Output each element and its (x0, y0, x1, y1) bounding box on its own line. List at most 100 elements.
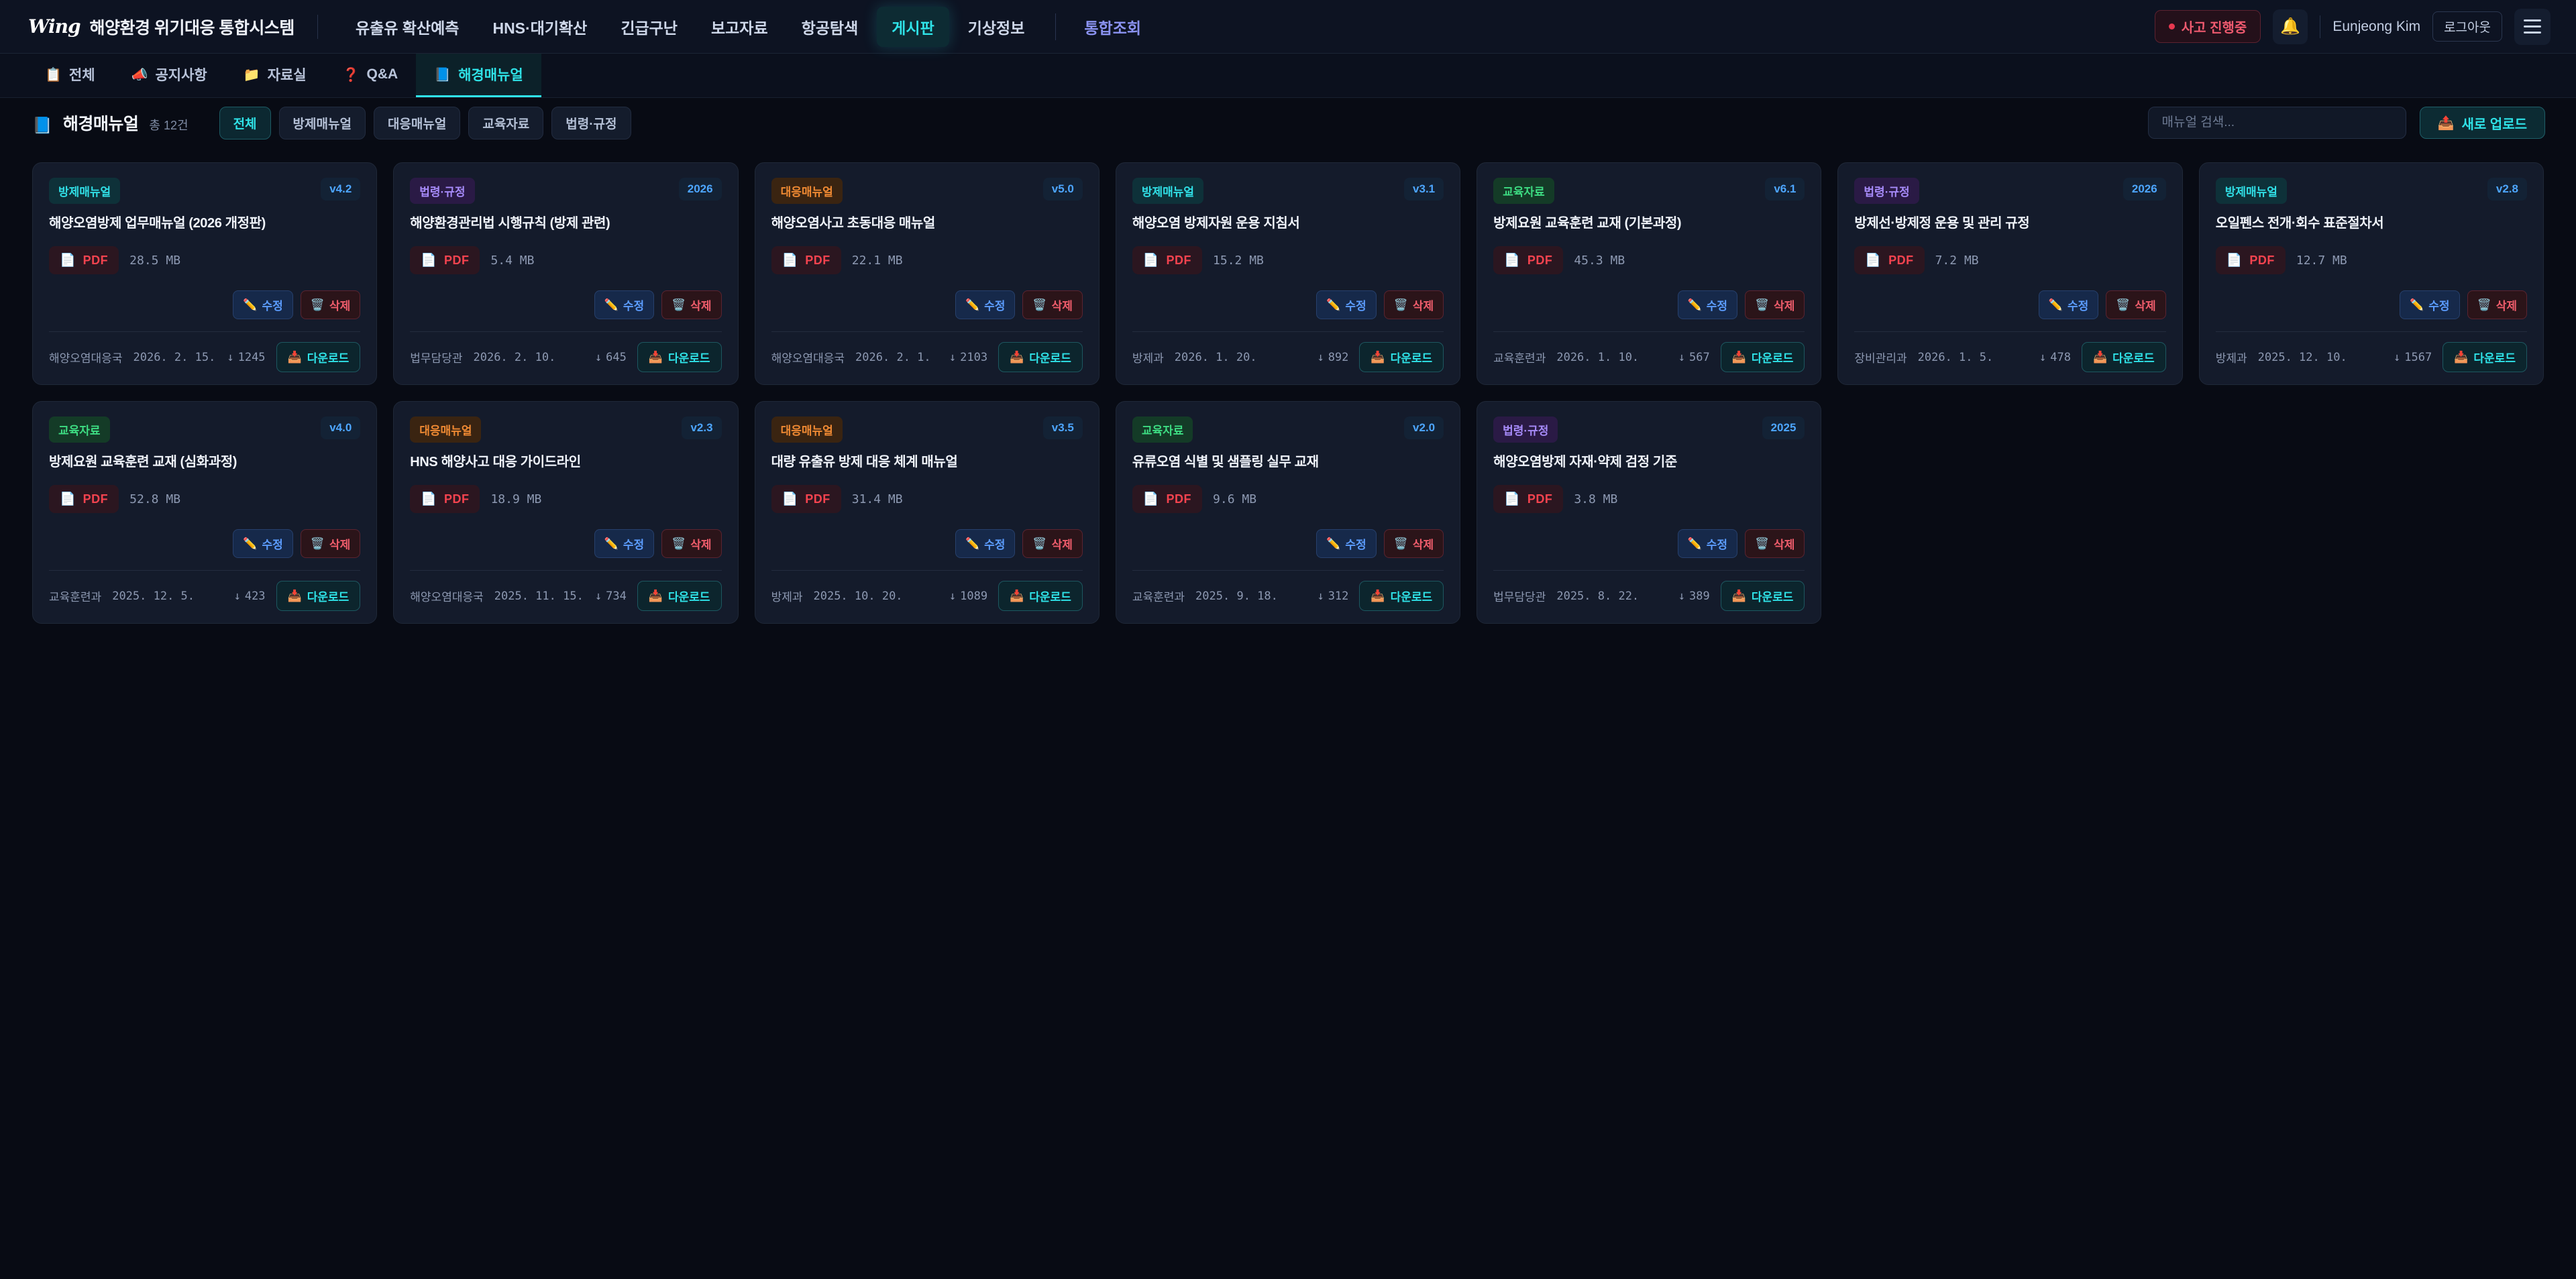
new-upload-button[interactable]: 📤 새로 업로드 (2419, 107, 2545, 139)
download-button[interactable]: 📥 다운로드 (998, 581, 1083, 611)
manual-card[interactable]: 대응매뉴얼 v3.5 대량 유출유 방제 대응 체계 매뉴얼 📄 PDF 31.… (754, 401, 1099, 624)
nav-item-weather[interactable]: 기상정보 (967, 19, 1025, 37)
download-icon: 📥 (1371, 589, 1385, 602)
file-icon: 📄 (2226, 254, 2243, 268)
delete-button[interactable]: 🗑️ 삭제 (1744, 529, 1805, 558)
file-icon: 📄 (782, 492, 798, 506)
category-badge: 법령·규정 (410, 178, 475, 204)
edit-button[interactable]: ✏️ 수정 (233, 290, 293, 319)
manual-card[interactable]: 방제매뉴얼 v2.8 오일펜스 전개·회수 표준절차서 📄 PDF 12.7 M… (2198, 162, 2544, 385)
download-arrow-icon: ↓ (1678, 589, 1685, 603)
book-icon: 📘 (32, 117, 52, 135)
delete-button[interactable]: 🗑️ 삭제 (300, 290, 361, 319)
download-button[interactable]: 📥 다운로드 (637, 342, 722, 372)
nav-item-oil-spill[interactable]: 유출유 확산예측 (355, 19, 460, 37)
download-count: ↓ 1245 (227, 351, 265, 364)
tab-coastguard-manual[interactable]: 📘 해경매뉴얼 (416, 54, 541, 97)
nav-item-integrated-search[interactable]: 통합조회 (1084, 19, 1142, 37)
filter-all[interactable]: 전체 (219, 106, 271, 140)
delete-button[interactable]: 🗑️ 삭제 (1383, 290, 1444, 319)
delete-button[interactable]: 🗑️ 삭제 (2106, 290, 2166, 319)
edit-button[interactable]: ✏️ 수정 (594, 290, 655, 319)
new-upload-label: 새로 업로드 (2461, 117, 2527, 132)
delete-button[interactable]: 🗑️ 삭제 (1383, 529, 1444, 558)
manual-card[interactable]: 방제매뉴얼 v4.2 해양오염방제 업무매뉴얼 (2026 개정판) 📄 PDF… (32, 162, 378, 385)
file-type-chip: 📄 PDF (1493, 246, 1564, 274)
nav-item-board[interactable]: 게시판 (877, 6, 949, 47)
edit-label: 수정 (1345, 539, 1366, 551)
tab-archive[interactable]: 📁 자료실 (225, 54, 325, 97)
download-icon: 📥 (287, 350, 302, 364)
download-icon: 📥 (1010, 589, 1024, 602)
search-input[interactable] (2147, 107, 2406, 139)
manual-title: 해양오염방제 자재·약제 검정 기준 (1493, 455, 1677, 469)
filter-bangje-manual[interactable]: 방제매뉴얼 (278, 106, 366, 140)
file-type-label: PDF (443, 253, 470, 267)
manual-card[interactable]: 대응매뉴얼 v2.3 HNS 해양사고 대응 가이드라인 📄 PDF 18.9 … (393, 401, 739, 624)
edit-button[interactable]: ✏️ 수정 (1677, 290, 1737, 319)
tab-notice[interactable]: 📣 공지사항 (113, 54, 225, 97)
content-toolbar: 📘 해경매뉴얼 총 12건 전체 방제매뉴얼 대응매뉴얼 교육자료 법령·규정 … (0, 98, 2576, 148)
tab-all[interactable]: 📋 전체 (27, 54, 113, 97)
edit-button[interactable]: ✏️ 수정 (955, 529, 1016, 558)
delete-button[interactable]: 🗑️ 삭제 (1744, 290, 1805, 319)
download-button[interactable]: 📥 다운로드 (637, 581, 722, 611)
category-badge: 교육자료 (1493, 178, 1554, 204)
filter-training-material[interactable]: 교육자료 (468, 106, 544, 140)
download-button[interactable]: 📥 다운로드 (1720, 342, 1805, 372)
manual-card[interactable]: 법령·규정 2026 해양환경관리법 시행규칙 (방제 관련) 📄 PDF 5.… (393, 162, 739, 385)
edit-button[interactable]: ✏️ 수정 (955, 290, 1016, 319)
hamburger-menu-icon[interactable] (2514, 8, 2551, 45)
card-action-row: ✏️ 수정 🗑️ 삭제 (49, 290, 361, 319)
filter-law-regulation[interactable]: 법령·규정 (551, 106, 631, 140)
tab-qna[interactable]: ❓ Q&A (325, 54, 417, 97)
download-button[interactable]: 📥 다운로드 (276, 581, 361, 611)
delete-button[interactable]: 🗑️ 삭제 (661, 290, 722, 319)
delete-button[interactable]: 🗑️ 삭제 (661, 529, 722, 558)
manual-card[interactable]: 방제매뉴얼 v3.1 해양오염 방제자원 운용 지침서 📄 PDF 15.2 M… (1115, 162, 1461, 385)
edit-button[interactable]: ✏️ 수정 (594, 529, 655, 558)
download-button[interactable]: 📥 다운로드 (1359, 342, 1444, 372)
edit-button[interactable]: ✏️ 수정 (2038, 290, 2099, 319)
edit-button[interactable]: ✏️ 수정 (233, 529, 293, 558)
notification-button[interactable]: 🔔 (2273, 9, 2308, 44)
manual-card[interactable]: 교육자료 v2.0 유류오염 식별 및 샘플링 실무 교재 📄 PDF 9.6 … (1115, 401, 1461, 624)
delete-button[interactable]: 🗑️ 삭제 (300, 529, 361, 558)
download-button[interactable]: 📥 다운로드 (2081, 342, 2166, 372)
manual-card[interactable]: 교육자료 v6.1 방제요원 교육훈련 교재 (기본과정) 📄 PDF 45.3… (1477, 162, 1822, 385)
download-arrow-icon: ↓ (949, 589, 957, 603)
department-label: 방제과 (2215, 352, 2247, 365)
download-button[interactable]: 📥 다운로드 (2443, 342, 2527, 372)
delete-button[interactable]: 🗑️ 삭제 (1022, 290, 1083, 319)
edit-button[interactable]: ✏️ 수정 (1677, 529, 1737, 558)
manual-card[interactable]: 대응매뉴얼 v5.0 해양오염사고 초동대응 매뉴얼 📄 PDF 22.1 MB… (754, 162, 1099, 385)
download-count: ↓ 478 (2039, 351, 2071, 364)
nav-item-aerial-search[interactable]: 항공탐색 (801, 19, 859, 37)
file-info-row: 📄 PDF 31.4 MB (771, 485, 1083, 513)
edit-button[interactable]: ✏️ 수정 (1316, 290, 1377, 319)
download-button[interactable]: 📥 다운로드 (998, 342, 1083, 372)
manual-card[interactable]: 법령·규정 2026 방제선·방제정 운용 및 관리 규정 📄 PDF 7.2 … (1837, 162, 2183, 385)
download-button[interactable]: 📥 다운로드 (1720, 581, 1805, 611)
download-button[interactable]: 📥 다운로드 (1359, 581, 1444, 611)
edit-button[interactable]: ✏️ 수정 (1316, 529, 1377, 558)
download-count-value: 2103 (960, 350, 988, 364)
download-label: 다운로드 (2112, 352, 2155, 365)
nav-item-hns[interactable]: HNS·대기확산 (492, 19, 588, 37)
brand[interactable]: Wing 해양환경 위기대응 통합시스템 (28, 15, 294, 39)
delete-button[interactable]: 🗑️ 삭제 (2467, 290, 2527, 319)
incident-status-badge[interactable]: 사고 진행중 (2154, 10, 2261, 43)
logout-button[interactable]: 로그아웃 (2432, 11, 2502, 42)
delete-button[interactable]: 🗑️ 삭제 (1022, 529, 1083, 558)
download-button[interactable]: 📥 다운로드 (276, 342, 361, 372)
filter-response-manual[interactable]: 대응매뉴얼 (373, 106, 461, 140)
file-info-row: 📄 PDF 3.8 MB (1493, 485, 1805, 513)
edit-button[interactable]: ✏️ 수정 (2400, 290, 2460, 319)
version-badge: v2.0 (1404, 416, 1444, 439)
manual-card[interactable]: 교육자료 v4.0 방제요원 교육훈련 교재 (심화과정) 📄 PDF 52.8… (32, 401, 378, 624)
date-label: 2025. 12. 10. (2257, 350, 2347, 364)
edit-label: 수정 (1706, 300, 1727, 313)
manual-card[interactable]: 법령·규정 2025 해양오염방제 자재·약제 검정 기준 📄 PDF 3.8 … (1477, 401, 1822, 624)
nav-item-reports[interactable]: 보고자료 (710, 19, 768, 37)
nav-item-emergency-rescue[interactable]: 긴급구난 (621, 19, 678, 37)
